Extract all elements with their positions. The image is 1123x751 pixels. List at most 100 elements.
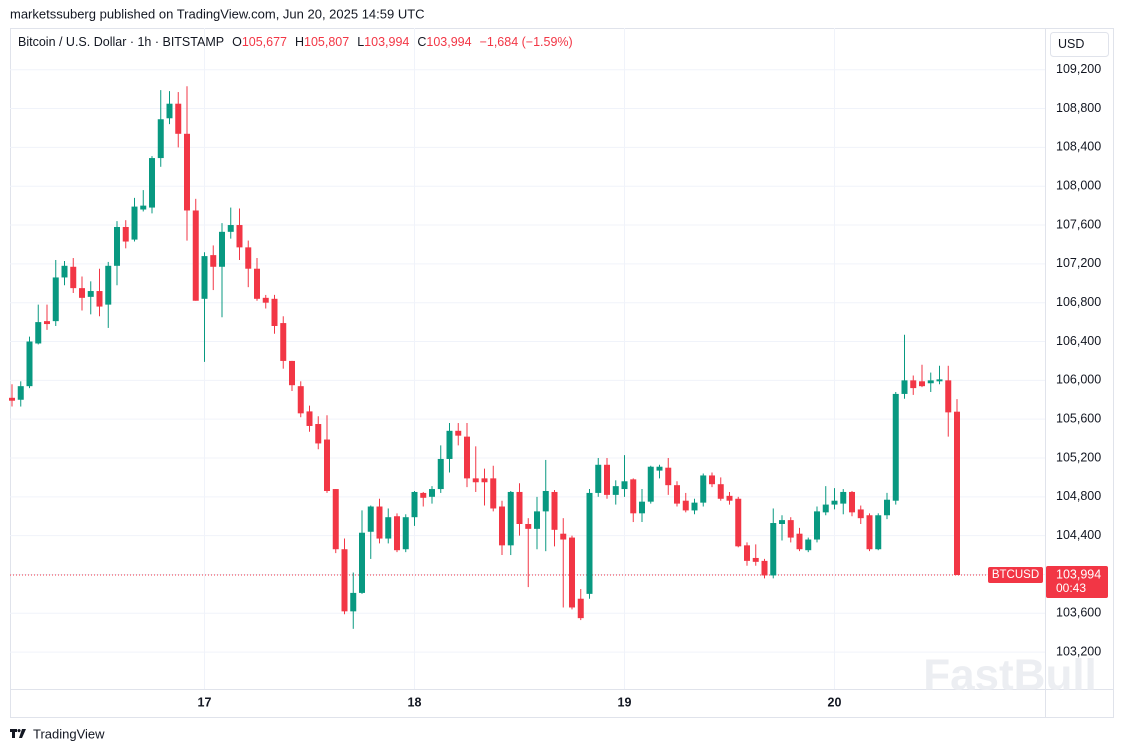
candle-body — [682, 500, 689, 511]
y-tick-label: 107,200 — [1056, 256, 1101, 270]
candle-body — [262, 297, 269, 303]
candle-body — [9, 397, 15, 401]
candle-body — [577, 598, 584, 619]
candle-body — [315, 424, 322, 444]
candle-body — [822, 504, 829, 513]
candle-body — [586, 492, 593, 594]
candle-body — [219, 231, 225, 267]
candle-body — [551, 491, 558, 530]
symbol-tag-box — [988, 567, 1043, 584]
candle-body — [105, 265, 112, 305]
candle-body — [516, 491, 523, 524]
candle-body — [446, 430, 453, 459]
candle-body — [271, 298, 278, 326]
candle-body — [17, 386, 24, 400]
candle-body — [884, 499, 890, 516]
ohlc-key: H — [295, 35, 304, 49]
candle-body — [341, 549, 348, 612]
candle-body — [96, 291, 103, 307]
candle-body — [840, 491, 847, 504]
y-tick-label: 107,600 — [1056, 217, 1101, 231]
y-tick-label: 104,800 — [1056, 489, 1101, 503]
candle-body — [26, 341, 33, 387]
currency[interactable]: USD — [1058, 37, 1084, 51]
y-tick-label: 108,400 — [1056, 140, 1101, 154]
y-tick-label: 106,800 — [1056, 295, 1101, 309]
candle-body — [901, 380, 908, 394]
candle-body — [814, 511, 820, 540]
candle-body — [192, 210, 199, 301]
candle-body — [709, 475, 715, 485]
last-price-box — [1046, 566, 1108, 599]
candle-body — [752, 557, 759, 562]
candle-body — [534, 511, 540, 529]
candle-body — [726, 495, 733, 501]
candle-body — [481, 478, 488, 483]
candle-body — [542, 490, 549, 512]
candle-body — [429, 489, 435, 497]
candle-body — [875, 515, 882, 550]
candle-body — [647, 466, 654, 502]
candle-body — [910, 380, 917, 389]
ohlc-value: 105,677 — [242, 35, 287, 49]
candle-body — [630, 479, 637, 514]
candle-body — [35, 322, 42, 344]
candle-body — [210, 255, 217, 267]
candle-body — [919, 381, 925, 387]
countdown: 00:43 — [1056, 581, 1086, 595]
candle-body — [367, 506, 374, 532]
candle-body — [831, 500, 838, 505]
candle-body — [639, 501, 645, 514]
candle-body — [507, 491, 514, 546]
candle-body — [149, 158, 155, 208]
candle-body — [604, 464, 610, 495]
candle-body — [122, 226, 129, 242]
candle-body — [779, 520, 785, 524]
candle-body — [936, 379, 943, 382]
footer-brand: TradingView — [33, 726, 105, 741]
candle-body — [70, 266, 77, 289]
candle-body — [691, 502, 698, 511]
ohlc-value: 103,994 — [426, 35, 471, 49]
footer-logo — [10, 729, 26, 738]
candle-body — [787, 520, 794, 538]
candle-body — [569, 537, 575, 608]
candle-body — [849, 491, 855, 513]
candle-body — [44, 321, 50, 325]
candle-body — [857, 509, 864, 519]
y-tick-label: 106,000 — [1056, 373, 1101, 387]
change-text: −1,684 (−1.59%) — [480, 35, 573, 49]
candle-body — [560, 533, 567, 540]
candle-body — [717, 484, 724, 499]
candle-body — [254, 268, 260, 299]
symbol-title: Bitcoin / U.S. Dollar · 1h · BITSTAMP — [18, 35, 224, 49]
candle-body — [306, 411, 313, 426]
x-tick-label: 20 — [828, 695, 842, 709]
last-price-label: 103,994 — [1056, 567, 1101, 581]
candle-body — [61, 265, 68, 278]
logo-mark — [10, 729, 26, 738]
published-line: marketssuberg published on TradingView.c… — [10, 6, 425, 21]
candle-body — [297, 386, 304, 414]
candle-body — [87, 291, 94, 297]
symbol-legend: Bitcoin / U.S. Dollar · 1h · BITSTAMP O10… — [18, 35, 573, 49]
candle-body — [227, 225, 234, 232]
candle-body — [595, 464, 602, 493]
candle-body — [175, 103, 182, 134]
y-tick-label: 105,200 — [1056, 450, 1101, 464]
currency-box[interactable] — [1050, 32, 1109, 57]
candle-body — [79, 288, 85, 298]
candle-body — [796, 533, 803, 550]
candle-body — [700, 475, 707, 503]
candle-body — [472, 478, 479, 483]
candle-body — [464, 436, 470, 479]
ohlc-key: L — [357, 35, 364, 49]
candle-body — [761, 560, 768, 576]
candle-body — [525, 523, 532, 529]
candle-body — [245, 247, 252, 269]
candle-body — [411, 491, 418, 518]
candle-body — [376, 506, 383, 539]
candle-body — [184, 133, 190, 211]
y-tick-label: 108,800 — [1056, 101, 1101, 115]
